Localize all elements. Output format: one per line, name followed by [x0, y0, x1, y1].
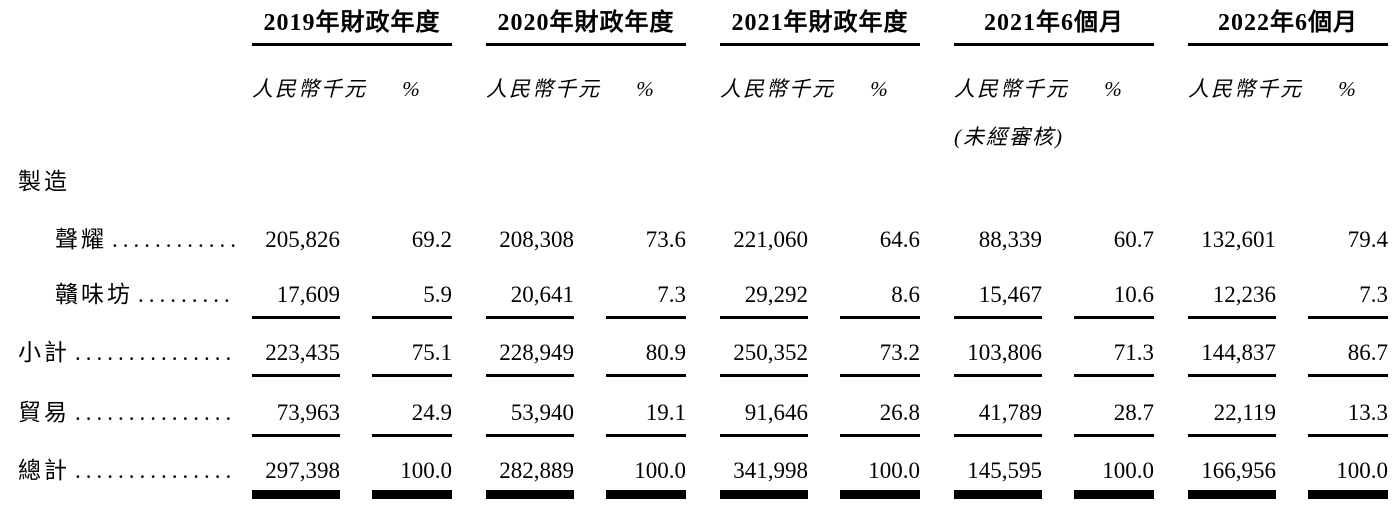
- pct-cell: 80.9: [606, 339, 686, 377]
- pct-cell: 100.0: [1074, 457, 1154, 499]
- amount-cell: 221,060: [733, 227, 808, 252]
- dot-leader: ..............................: [112, 227, 236, 252]
- amount-cell: 88,339: [978, 227, 1042, 252]
- sub-header-group: 人民幣千元 %: [720, 76, 920, 103]
- amount-cell: 103,806: [954, 339, 1042, 377]
- amount-cell: 91,646: [720, 399, 808, 437]
- dot-leader: ..............................: [138, 282, 236, 307]
- row-label: 貿易: [18, 400, 70, 425]
- pct-cell: 100.0: [840, 457, 920, 499]
- amount-cell: 205,826: [265, 227, 340, 252]
- sub-header-group: 人民幣千元 %: [486, 76, 686, 103]
- column-group-title-6m2021: 2021年6個月: [954, 9, 1154, 46]
- percent-label: %: [1104, 77, 1124, 101]
- pct-cell: 100.0: [606, 457, 686, 499]
- pct-cell: 5.9: [372, 281, 452, 319]
- amount-cell: 282,889: [486, 457, 574, 499]
- pct-cell: 10.6: [1074, 281, 1154, 319]
- pct-cell: 86.7: [1308, 339, 1388, 377]
- amount-cell: 17,609: [252, 281, 340, 319]
- pct-cell: 69.2: [411, 227, 452, 252]
- percent-label: %: [402, 77, 422, 101]
- sub-header-group: 人民幣千元 %: [1188, 76, 1388, 103]
- table-row-shengyao: 聲耀 .............................. 205,82…: [0, 226, 1398, 253]
- sub-header-row: 人民幣千元 % 人民幣千元 % 人民幣千元 % 人民幣千元 % 人民幣千元 %: [0, 76, 1398, 103]
- pct-cell: 73.6: [645, 227, 686, 252]
- unit-label: 人民幣千元: [252, 77, 367, 101]
- unit-label: 人民幣千元: [1188, 77, 1303, 101]
- amount-cell: 144,837: [1188, 339, 1276, 377]
- amount-cell: 297,398: [252, 457, 340, 499]
- sub-header-group: 人民幣千元 %: [954, 76, 1154, 103]
- table-row-subtotal: 小計 .............................. 223,43…: [0, 339, 1398, 377]
- pct-cell: 73.2: [840, 339, 920, 377]
- row-label: 小計: [18, 340, 70, 365]
- table-row-trading: 貿易 .............................. 73,963…: [0, 399, 1398, 437]
- section-header-row: 製造: [0, 168, 1398, 195]
- pct-cell: 100.0: [1308, 457, 1388, 499]
- pct-cell: 75.1: [372, 339, 452, 377]
- pct-cell: 19.1: [606, 399, 686, 437]
- column-group-title-fy2021: 2021年財政年度: [720, 9, 920, 46]
- pct-cell: 71.3: [1074, 339, 1154, 377]
- pct-cell: 24.9: [372, 399, 452, 437]
- pct-cell: 28.7: [1074, 399, 1154, 437]
- percent-label: %: [636, 77, 656, 101]
- row-label: 總計: [18, 458, 70, 483]
- column-group-title-fy2019: 2019年財政年度: [252, 9, 452, 46]
- pct-cell: 64.6: [879, 227, 920, 252]
- amount-cell: 228,949: [486, 339, 574, 377]
- dot-leader: ..............................: [75, 458, 236, 483]
- pct-cell: 13.3: [1308, 399, 1388, 437]
- amount-cell: 145,595: [954, 457, 1042, 499]
- amount-cell: 20,641: [486, 281, 574, 319]
- amount-cell: 250,352: [720, 339, 808, 377]
- amount-cell: 41,789: [954, 399, 1042, 437]
- dot-leader: ..............................: [75, 340, 236, 365]
- dot-leader: ..............................: [75, 400, 236, 425]
- pct-cell: 8.6: [840, 281, 920, 319]
- amount-cell: 29,292: [720, 281, 808, 319]
- amount-cell: 166,956: [1188, 457, 1276, 499]
- amount-cell: 15,467: [954, 281, 1042, 319]
- row-label: 聲耀: [55, 227, 107, 252]
- section-header-label: 製造: [18, 169, 70, 194]
- column-group-title-fy2020: 2020年財政年度: [486, 9, 686, 46]
- unit-label: 人民幣千元: [720, 77, 835, 101]
- table-row-total: 總計 .............................. 297,39…: [0, 457, 1398, 499]
- pct-cell: 7.3: [1308, 281, 1388, 319]
- pct-cell: 26.8: [840, 399, 920, 437]
- amount-cell: 223,435: [252, 339, 340, 377]
- amount-cell: 341,998: [720, 457, 808, 499]
- row-label: 贛味坊: [55, 282, 133, 307]
- amount-cell: 53,940: [486, 399, 574, 437]
- unit-label: 人民幣千元: [486, 77, 601, 101]
- pct-cell: 7.3: [606, 281, 686, 319]
- amount-cell: 22,119: [1188, 399, 1276, 437]
- percent-label: %: [1338, 77, 1358, 101]
- column-group-title-6m2022: 2022年6個月: [1188, 9, 1388, 46]
- pct-cell: 79.4: [1347, 227, 1388, 252]
- amount-cell: 132,601: [1201, 227, 1276, 252]
- amount-cell: 73,963: [252, 399, 340, 437]
- pct-cell: 60.7: [1113, 227, 1154, 252]
- sub-header-group: 人民幣千元 %: [252, 76, 452, 103]
- pct-cell: 100.0: [372, 457, 452, 499]
- unit-label: 人民幣千元: [954, 77, 1069, 101]
- unaudited-note: (未經審核): [954, 125, 1064, 149]
- amount-cell: 208,308: [499, 227, 574, 252]
- percent-label: %: [870, 77, 890, 101]
- table-row-ganweifang: 贛味坊 .............................. 17,60…: [0, 281, 1398, 319]
- amount-cell: 12,236: [1188, 281, 1276, 319]
